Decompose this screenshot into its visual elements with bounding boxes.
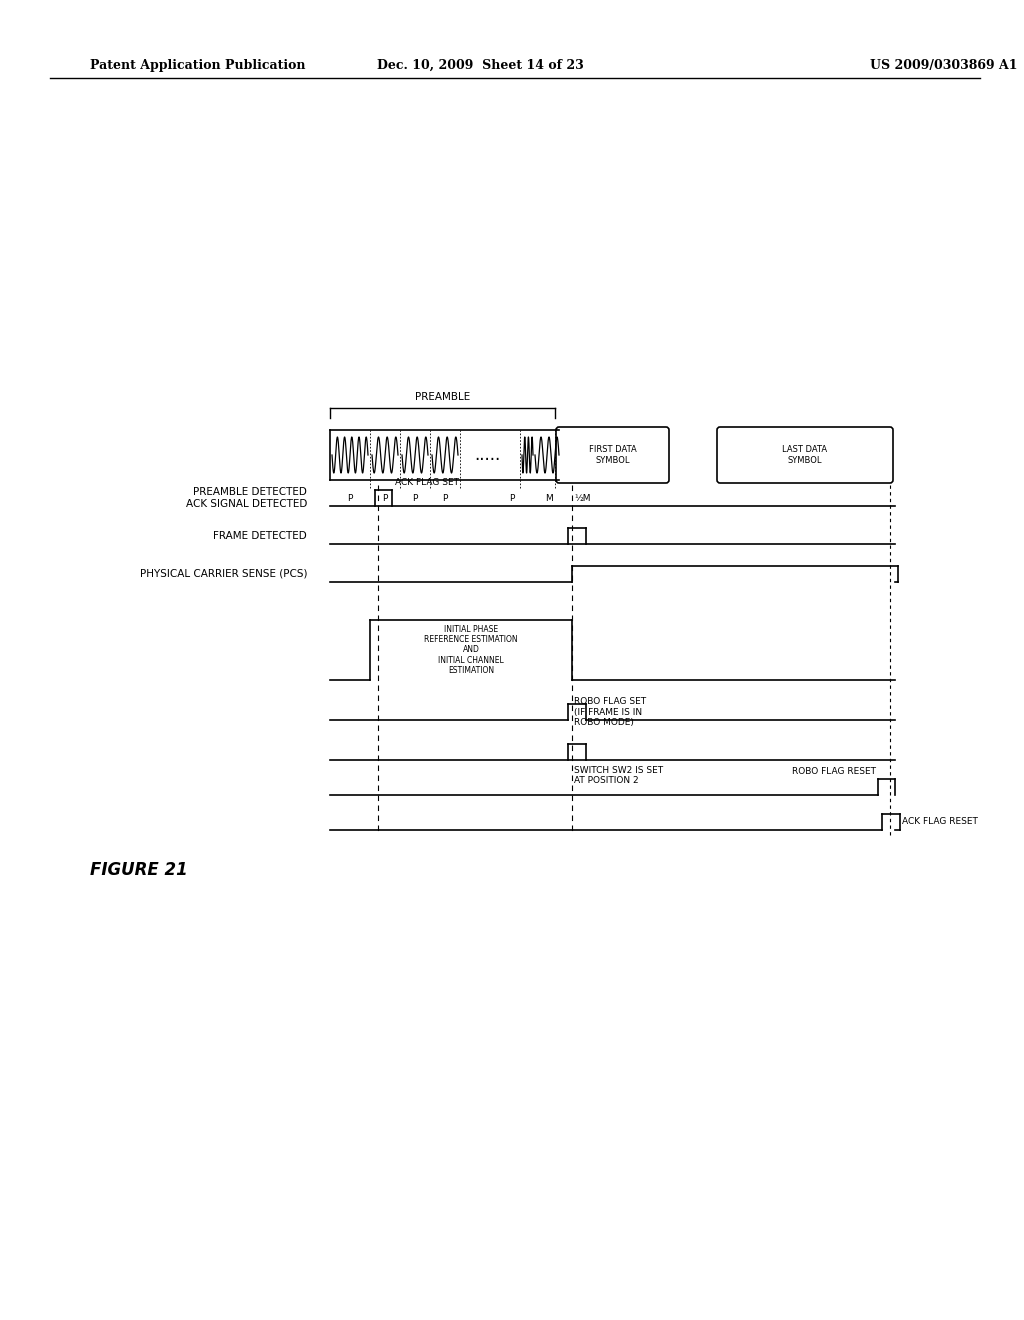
FancyBboxPatch shape <box>717 426 893 483</box>
Text: FIRST DATA
SYMBOL: FIRST DATA SYMBOL <box>589 445 636 465</box>
FancyBboxPatch shape <box>556 426 669 483</box>
Text: M: M <box>545 494 553 503</box>
Text: P: P <box>509 494 515 503</box>
Text: ROBO FLAG RESET: ROBO FLAG RESET <box>792 767 876 776</box>
Text: FRAME DETECTED: FRAME DETECTED <box>213 531 307 541</box>
Text: ROBO FLAG SET
(IF FRAME IS IN
ROBO MODE): ROBO FLAG SET (IF FRAME IS IN ROBO MODE) <box>574 697 646 727</box>
Text: PREAMBLE DETECTED
ACK SIGNAL DETECTED: PREAMBLE DETECTED ACK SIGNAL DETECTED <box>185 487 307 508</box>
Text: ACK FLAG RESET: ACK FLAG RESET <box>902 817 978 826</box>
Text: P: P <box>413 494 418 503</box>
Text: Dec. 10, 2009  Sheet 14 of 23: Dec. 10, 2009 Sheet 14 of 23 <box>377 58 584 71</box>
Text: Patent Application Publication: Patent Application Publication <box>90 58 305 71</box>
Text: PHYSICAL CARRIER SENSE (PCS): PHYSICAL CARRIER SENSE (PCS) <box>139 569 307 579</box>
Text: .....: ..... <box>474 446 500 465</box>
Text: ½M: ½M <box>574 494 591 503</box>
Text: P: P <box>347 494 352 503</box>
Text: PREAMBLE: PREAMBLE <box>415 392 470 403</box>
Text: SWITCH SW2 IS SET
AT POSITION 2: SWITCH SW2 IS SET AT POSITION 2 <box>574 766 664 785</box>
Text: INITIAL PHASE
REFERENCE ESTIMATION
AND
INITIAL CHANNEL
ESTIMATION: INITIAL PHASE REFERENCE ESTIMATION AND I… <box>424 624 518 676</box>
Text: LAST DATA
SYMBOL: LAST DATA SYMBOL <box>782 445 827 465</box>
Text: FIGURE 21: FIGURE 21 <box>90 861 187 879</box>
Text: P: P <box>382 494 388 503</box>
Text: ACK FLAG SET: ACK FLAG SET <box>395 478 459 487</box>
Text: US 2009/0303869 A1: US 2009/0303869 A1 <box>870 58 1018 71</box>
Text: P: P <box>442 494 447 503</box>
